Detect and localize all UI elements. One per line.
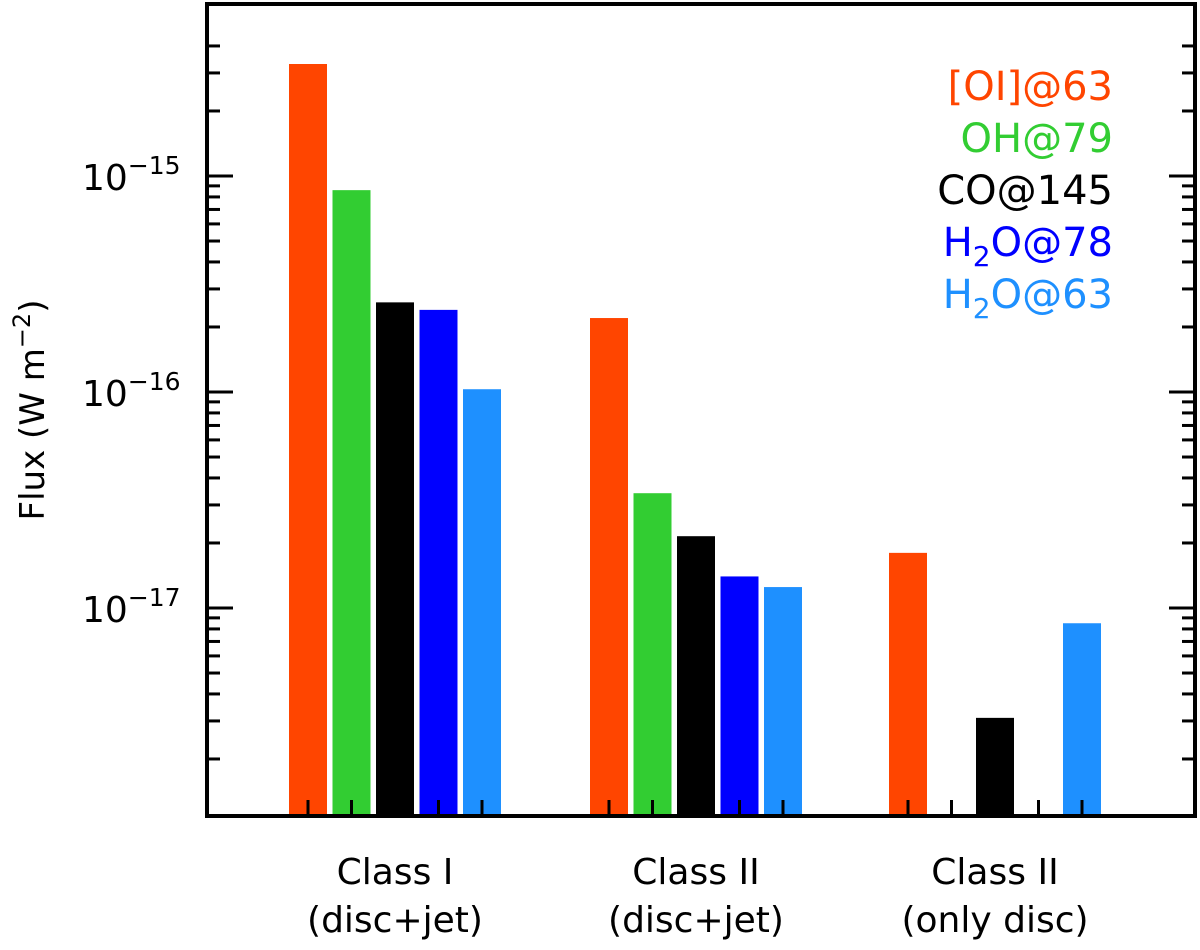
x-category-label-line2: (disc+jet) [307,900,483,941]
axes-layer [205,2,1197,818]
plot-frame [205,2,1197,818]
x-category-label-line1: Class II [632,852,759,893]
bar-h2o63-group-3 [1063,623,1101,816]
bar-oh79-group-2 [633,493,672,816]
legend-entry-oi63: [OI]@63 [948,64,1113,110]
bar-h2o63-group-1 [463,389,501,816]
x-category-label-line2: (only disc) [901,900,1088,941]
x-category-label-line2: (disc+jet) [608,900,784,941]
y-tick-label: 10−15 [82,151,181,199]
legend-entry-h2o78: H2O@78 [943,220,1113,273]
bar-co145-group-3 [976,717,1014,816]
x-category-label-line1: Class I [337,852,454,893]
bar-h2o78-group-2 [720,576,759,816]
bar-oh79-group-1 [332,190,371,817]
bar-oi63-group-3 [889,552,927,816]
bar-oi63-group-1 [289,64,327,817]
legend-entry-h2o63: H2O@63 [943,272,1113,325]
y-axis-title: Flux (W m−2) [8,300,53,521]
labels-layer: 10−15 10−16 10−17 Flux (W m−2) Class I (disc+… [8,151,1089,941]
bar-oi63-group-2 [590,318,628,816]
legend-entry-co145: CO@145 [937,168,1113,214]
bar-co145-group-1 [376,302,414,817]
x-category-label-line1: Class II [931,852,1058,893]
bar-co145-group-2 [677,536,715,816]
y-tick-label: 10−16 [82,367,181,415]
bar-h2o78-group-1 [419,309,458,816]
y-tick-label: 10−17 [82,583,181,631]
bars-layer [289,64,1101,817]
bar-h2o63-group-2 [764,587,802,816]
legend-entry-oh79: OH@79 [961,116,1113,162]
